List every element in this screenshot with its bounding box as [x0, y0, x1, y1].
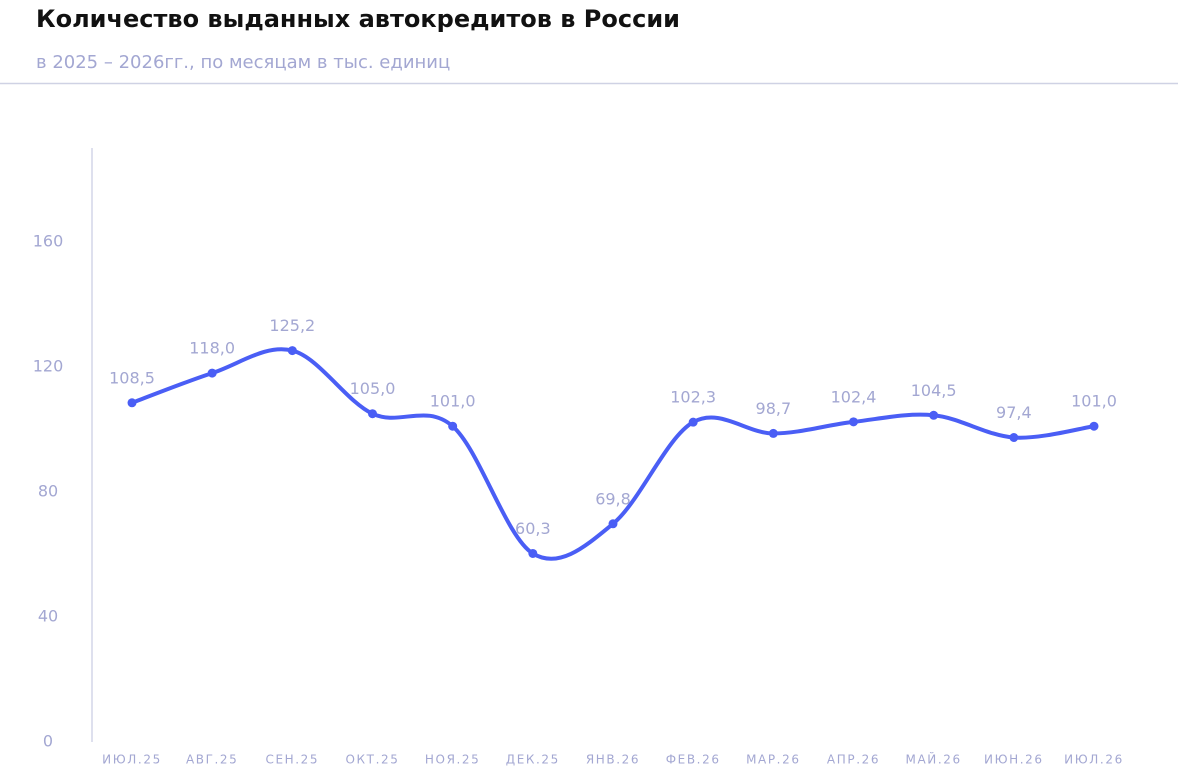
value-label: 98,7 — [756, 399, 792, 418]
data-point — [768, 428, 778, 438]
x-tick-label: ДЕК.25 — [506, 753, 560, 767]
value-label: 60,3 — [515, 519, 551, 538]
x-tick-label: МАР.26 — [746, 753, 800, 767]
x-tick-label: СЕН.25 — [265, 753, 319, 767]
value-label: 104,5 — [911, 381, 957, 400]
data-point — [688, 417, 698, 427]
value-label: 125,2 — [269, 316, 315, 335]
value-label: 69,8 — [595, 489, 631, 508]
y-tick-label: 40 — [38, 606, 58, 625]
data-point — [1089, 421, 1099, 431]
x-tick-label: ИЮЛ.25 — [102, 753, 162, 767]
data-point — [849, 417, 858, 427]
x-tick-label: ОКТ.25 — [346, 753, 400, 767]
value-label: 102,4 — [831, 387, 877, 406]
data-point — [448, 421, 458, 431]
x-tick-label: НОЯ.25 — [425, 753, 481, 767]
data-point — [608, 519, 618, 529]
y-tick-label: 0 — [43, 732, 53, 751]
chart-title: Количество выданных автокредитов в Росси… — [36, 5, 680, 33]
x-tick-label: ИЮН.26 — [984, 753, 1044, 767]
x-tick-label: АПР.26 — [827, 753, 880, 767]
value-label: 118,0 — [189, 339, 235, 358]
value-label: 105,0 — [350, 379, 396, 398]
x-tick-label: ИЮЛ.26 — [1064, 753, 1124, 767]
value-label: 108,5 — [109, 368, 155, 387]
x-tick-label: АВГ.25 — [186, 753, 238, 767]
x-tick-label: МАЙ.26 — [906, 752, 962, 767]
data-point — [287, 346, 297, 356]
y-tick-label: 120 — [33, 356, 64, 375]
data-point — [1009, 432, 1019, 442]
value-label: 102,3 — [670, 388, 716, 407]
x-tick-label: ФЕВ.26 — [666, 753, 721, 767]
data-point — [127, 398, 137, 408]
data-point — [368, 409, 377, 419]
data-point — [528, 548, 538, 558]
data-point — [207, 368, 217, 378]
value-label: 101,0 — [1071, 392, 1117, 411]
chart-subtitle: в 2025 – 2026гг., по месяцам в тыс. един… — [36, 52, 450, 73]
data-point — [929, 410, 939, 420]
x-tick-label: ЯНВ.26 — [586, 753, 640, 767]
y-tick-label: 160 — [33, 231, 64, 250]
value-label: 97,4 — [996, 403, 1032, 422]
y-tick-label: 80 — [38, 481, 58, 500]
value-label: 101,0 — [430, 392, 476, 411]
